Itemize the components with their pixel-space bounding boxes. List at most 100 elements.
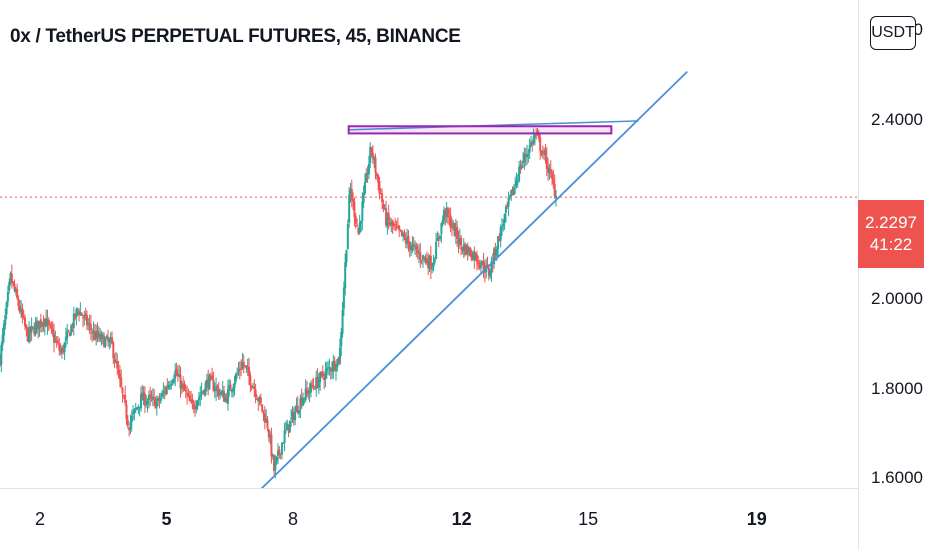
candle-down <box>506 204 509 206</box>
candle-down <box>149 394 152 397</box>
candle-up <box>533 134 536 138</box>
candle-down <box>311 384 314 387</box>
candle-up <box>349 189 352 195</box>
candle-down <box>209 375 212 377</box>
candle-up <box>197 396 200 401</box>
candle-up <box>369 146 372 164</box>
candle-up <box>406 237 409 245</box>
candle-up <box>63 342 66 353</box>
candle-up <box>79 311 82 316</box>
time-tick: 8 <box>288 509 299 529</box>
candle-up <box>134 408 137 410</box>
candle-down <box>356 225 359 227</box>
candle-down <box>184 390 187 392</box>
candle-up <box>421 255 424 260</box>
candle-down <box>192 404 195 409</box>
price-tick: 2.4000 <box>871 109 923 129</box>
candle-up <box>346 224 349 250</box>
candle-up <box>38 321 41 328</box>
candle-up <box>295 406 298 413</box>
time-axis[interactable]: 2 5 8 12 15 19 <box>0 488 858 551</box>
candle-down <box>544 149 547 155</box>
candle-up <box>220 391 223 395</box>
candle-down <box>82 317 85 319</box>
candle-up <box>232 387 235 392</box>
candle-up <box>325 368 328 372</box>
candle-up <box>277 450 280 456</box>
candle-up <box>196 400 199 407</box>
candle-down <box>68 332 71 337</box>
candle-up <box>241 361 244 369</box>
candle-up <box>167 384 170 389</box>
candle-down <box>392 225 395 227</box>
candle-up <box>512 187 515 196</box>
candle-down <box>45 318 48 327</box>
candle-up <box>204 383 207 396</box>
candle-up <box>213 389 216 392</box>
candle-down <box>229 384 232 391</box>
candle-up <box>139 394 142 409</box>
currency-button[interactable]: USDT <box>870 16 916 50</box>
candle-down <box>425 258 428 264</box>
candle-up <box>495 249 498 256</box>
candle-down <box>423 256 426 259</box>
candle-down <box>382 203 385 208</box>
candle-down <box>10 273 13 284</box>
candle-up <box>431 268 434 270</box>
candle-down <box>321 371 324 377</box>
candle-up <box>304 388 307 400</box>
candle-up <box>363 181 366 194</box>
candle-down <box>553 183 556 197</box>
chart-area[interactable]: 0x / TetherUS PERPETUAL FUTURES, 45, BIN… <box>0 0 858 488</box>
candle-down <box>524 154 527 157</box>
candle-up <box>208 375 211 390</box>
time-tick: 15 <box>578 509 599 529</box>
candle-down <box>88 323 91 325</box>
candle-down <box>552 179 555 184</box>
candle-down <box>273 455 276 471</box>
candle-up <box>344 262 347 289</box>
candlestick-chart[interactable] <box>0 0 858 488</box>
candle-down <box>39 319 42 326</box>
candle-up <box>309 383 312 393</box>
candle-down <box>116 361 119 369</box>
candle-up <box>345 250 348 263</box>
candle-up <box>445 207 448 218</box>
candle-up <box>319 372 322 383</box>
candle-up <box>114 360 117 363</box>
candle-up <box>303 398 306 400</box>
candle-down <box>21 308 24 317</box>
candle-up <box>168 385 171 387</box>
candle-down <box>103 336 106 348</box>
candle-up <box>201 391 204 393</box>
candle-up <box>8 282 11 291</box>
candle-up <box>97 332 100 338</box>
candle-up <box>66 331 69 339</box>
candle-up <box>361 201 364 221</box>
candle-down <box>262 410 265 412</box>
candle-down <box>259 397 262 404</box>
candle-down <box>18 306 21 312</box>
candle-up <box>246 368 249 370</box>
candle-up <box>137 406 140 409</box>
candle-down <box>350 188 353 201</box>
price-tick: 1.6000 <box>871 468 923 488</box>
candle-up <box>500 226 503 228</box>
candle-up <box>31 326 34 328</box>
candle-up <box>414 245 417 247</box>
candle-up <box>9 273 12 283</box>
bar-countdown: 41:22 <box>869 235 913 254</box>
candle-up <box>433 259 436 263</box>
candle-up <box>159 397 162 402</box>
candle-down <box>51 328 54 333</box>
candle-up <box>518 166 521 181</box>
candle-down <box>313 388 316 390</box>
candle-up <box>291 411 294 417</box>
candle-down <box>150 397 153 399</box>
candle-up <box>283 430 286 443</box>
candle-up <box>417 253 420 255</box>
candle-down <box>449 215 452 229</box>
time-tick: 19 <box>746 509 767 529</box>
candle-up <box>6 292 9 302</box>
